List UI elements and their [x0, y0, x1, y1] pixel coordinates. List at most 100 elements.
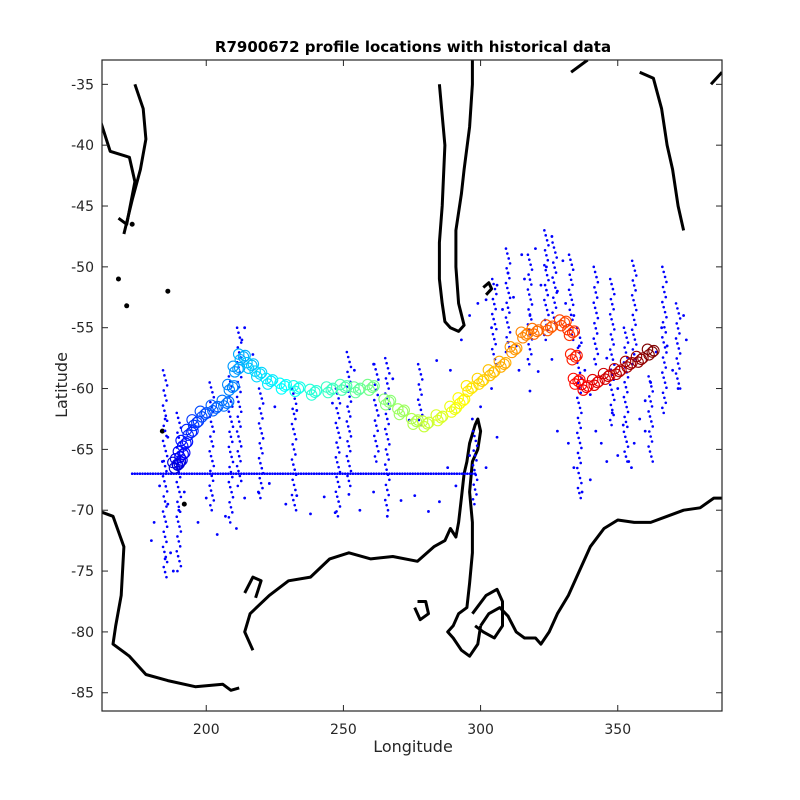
historical-point	[293, 503, 297, 507]
historical-point	[372, 434, 376, 438]
historical-point	[375, 460, 378, 463]
historical-point	[643, 399, 647, 403]
historical-point	[611, 323, 615, 326]
historical-point	[346, 459, 350, 463]
historical-point	[349, 469, 353, 473]
historical-point	[163, 417, 167, 421]
historical-point	[293, 397, 297, 400]
historical-point	[214, 472, 217, 476]
historical-point	[594, 327, 598, 330]
historical-point	[175, 411, 179, 415]
historical-point	[576, 451, 580, 455]
historical-point	[593, 342, 597, 346]
historical-point	[632, 318, 636, 322]
historical-point	[247, 472, 251, 476]
historical-point	[133, 472, 137, 476]
historical-point	[161, 368, 165, 372]
profile-marker	[199, 408, 211, 420]
historical-point	[568, 308, 572, 312]
historical-point	[293, 432, 297, 436]
historical-point	[593, 270, 597, 274]
historical-point	[543, 248, 547, 252]
historical-point	[621, 423, 625, 427]
historical-point	[349, 400, 353, 403]
historical-point	[554, 286, 557, 289]
historical-point	[176, 569, 179, 573]
historical-point	[212, 395, 216, 399]
historical-point	[323, 472, 326, 476]
profile-marker	[383, 396, 395, 408]
axes-layer: 200 250 300 350 -35 -40 -45 -50 -55 -60 -65 -70 -75 -…	[71, 59, 723, 738]
profile-marker	[340, 380, 353, 392]
historical-point	[677, 347, 681, 350]
historical-point	[146, 472, 150, 476]
historical-point	[650, 455, 653, 458]
historical-point	[420, 378, 424, 381]
historical-point	[212, 430, 216, 433]
profile-marker	[510, 342, 523, 354]
historical-point	[419, 408, 423, 412]
historical-point	[610, 282, 613, 286]
profile-marker	[245, 359, 258, 372]
profile-marker	[239, 349, 251, 362]
profile-marker	[398, 404, 410, 417]
historical-point	[292, 412, 296, 416]
historical-point	[632, 264, 635, 268]
historical-point	[211, 390, 214, 394]
y-axis-label: Latitude	[52, 352, 71, 418]
historical-point	[242, 472, 246, 476]
historical-point	[209, 386, 213, 389]
profile-marker	[423, 416, 435, 429]
historical-point	[468, 472, 472, 476]
historical-point	[647, 375, 650, 378]
historical-point	[165, 490, 169, 493]
island-dot	[124, 303, 130, 309]
historical-point	[543, 283, 547, 287]
historical-point	[348, 430, 351, 433]
historical-point	[260, 397, 264, 400]
historical-point	[625, 440, 628, 444]
historical-point	[235, 326, 239, 330]
historical-point	[349, 435, 353, 438]
historical-point	[507, 291, 511, 295]
historical-point	[330, 472, 334, 476]
historical-point	[578, 336, 582, 340]
historical-point	[547, 313, 550, 317]
historical-point	[393, 472, 396, 476]
y-tick-label: -50	[71, 260, 94, 276]
historical-point	[651, 390, 655, 393]
historical-point	[626, 375, 630, 379]
historical-point	[209, 435, 212, 438]
historical-point	[292, 392, 295, 395]
historical-point	[294, 402, 298, 406]
historical-point	[337, 500, 340, 503]
historical-point	[632, 284, 636, 287]
historical-point	[568, 273, 572, 277]
historical-point	[551, 261, 555, 264]
profile-marker	[569, 351, 582, 363]
historical-point	[406, 472, 409, 476]
historical-point	[634, 308, 638, 312]
historical-point	[211, 459, 214, 463]
historical-point	[631, 279, 635, 282]
profile-marker	[228, 380, 240, 392]
historical-point	[387, 422, 390, 426]
coastline	[639, 70, 686, 231]
historical-point	[346, 425, 350, 428]
historical-point	[227, 410, 231, 413]
historical-point	[156, 472, 160, 476]
historical-point	[384, 377, 388, 380]
historical-point	[273, 472, 277, 476]
historical-point	[163, 500, 167, 503]
historical-point	[434, 472, 438, 476]
historical-point	[259, 446, 263, 450]
historical-point	[475, 444, 479, 448]
historical-point	[204, 496, 208, 500]
historical-point	[377, 378, 380, 381]
historical-point	[493, 302, 496, 306]
historical-point	[663, 361, 666, 364]
historical-point	[633, 303, 637, 307]
historical-point	[258, 472, 261, 476]
historical-point	[468, 454, 472, 457]
